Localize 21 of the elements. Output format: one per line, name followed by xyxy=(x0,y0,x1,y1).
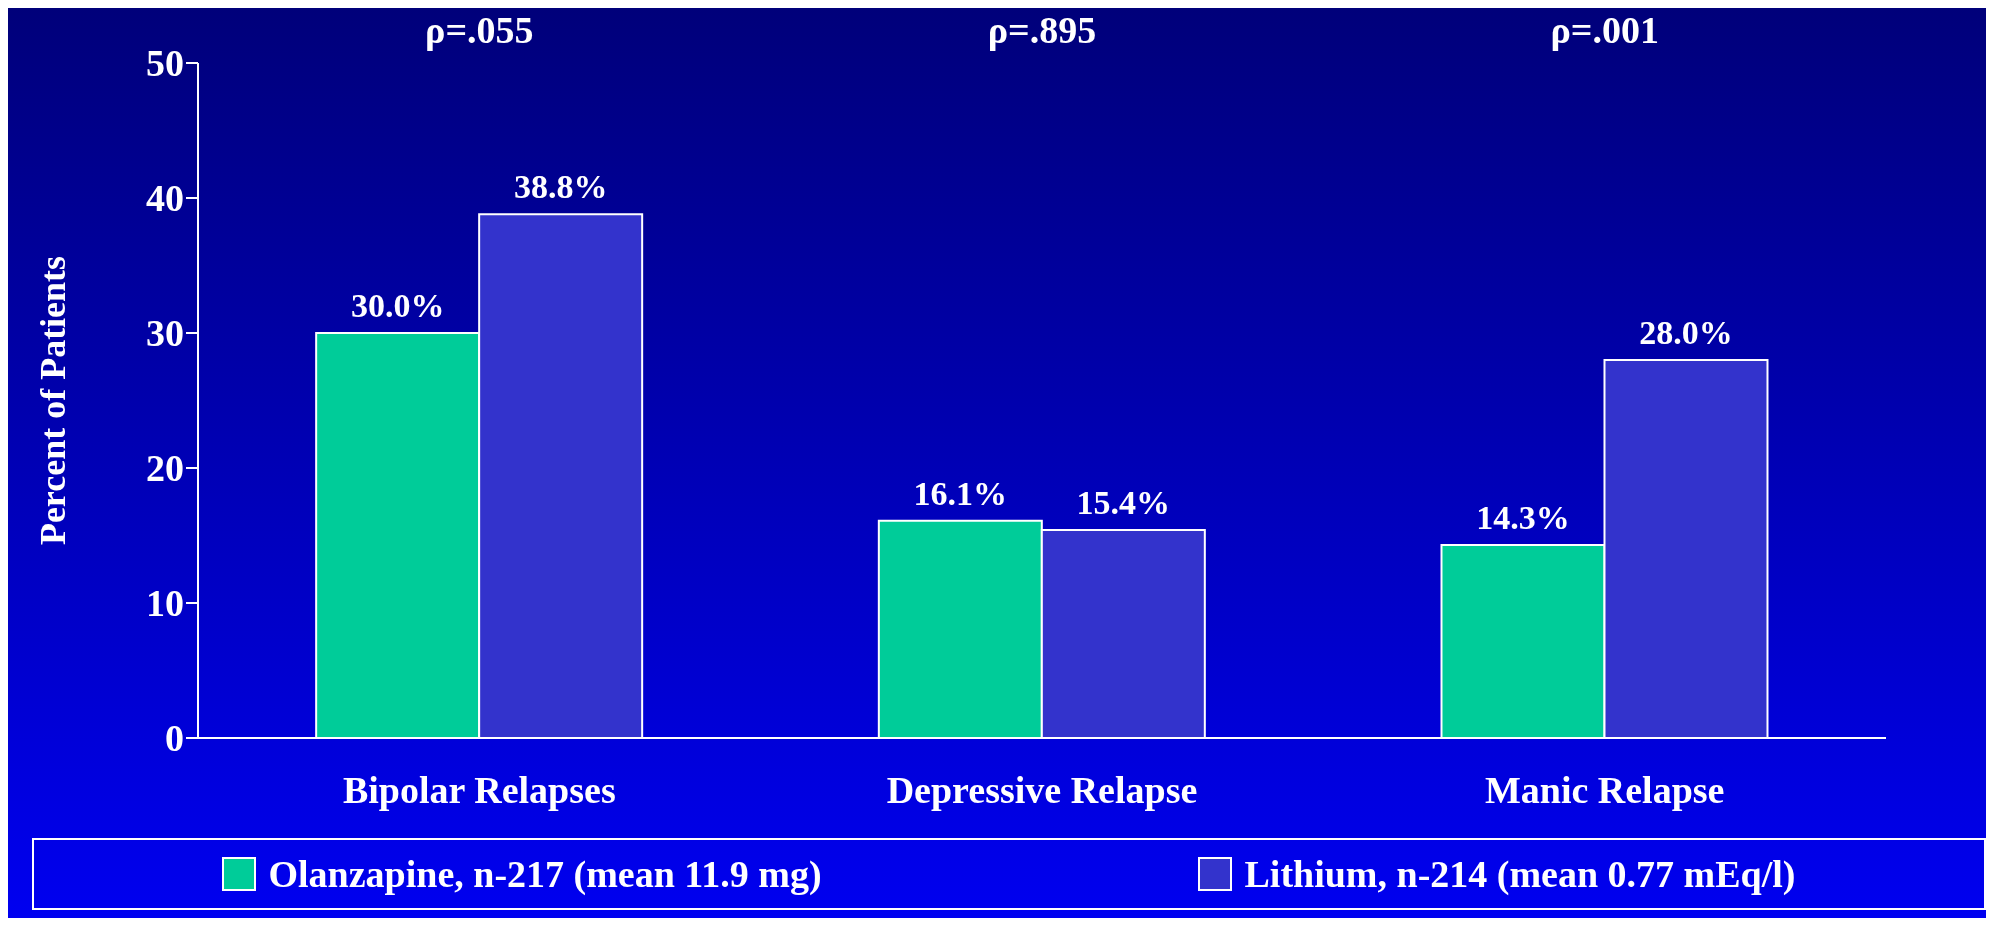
y-axis-title: Percent of Patients xyxy=(32,255,73,546)
y-tick-label: 50 xyxy=(146,42,184,85)
x-tick-label: Bipolar Relapses xyxy=(342,768,616,811)
text: ρ=.055 xyxy=(424,8,535,52)
legend-label: Olanzapine, n-217 (mean 11.9 mg) xyxy=(268,852,822,896)
data-label: 14.3% xyxy=(1476,498,1570,536)
data-label: 28.0% xyxy=(1639,314,1733,351)
x-tick-label: Manic Relapse xyxy=(1484,768,1725,811)
y-tick-label: 40 xyxy=(146,177,184,220)
data-label: 38.8% xyxy=(513,168,608,206)
y-tick-label: 10 xyxy=(146,582,184,625)
y-tick-label: 20 xyxy=(146,447,184,490)
legend-label: Lithium, n-214 (mean 0.77 mEq/l) xyxy=(1244,852,1796,896)
data-label: 16.1% xyxy=(913,474,1008,512)
text: ρ=.001 xyxy=(1549,8,1660,52)
data-label: 30.0% xyxy=(350,287,445,324)
x-tick-label: Depressive Relapse xyxy=(886,768,1198,811)
y-tick-label: 0 xyxy=(165,717,184,760)
y-tick-label: 30 xyxy=(146,312,184,355)
data-label: 15.4% xyxy=(1076,484,1171,522)
text: ρ=.895 xyxy=(986,8,1098,52)
